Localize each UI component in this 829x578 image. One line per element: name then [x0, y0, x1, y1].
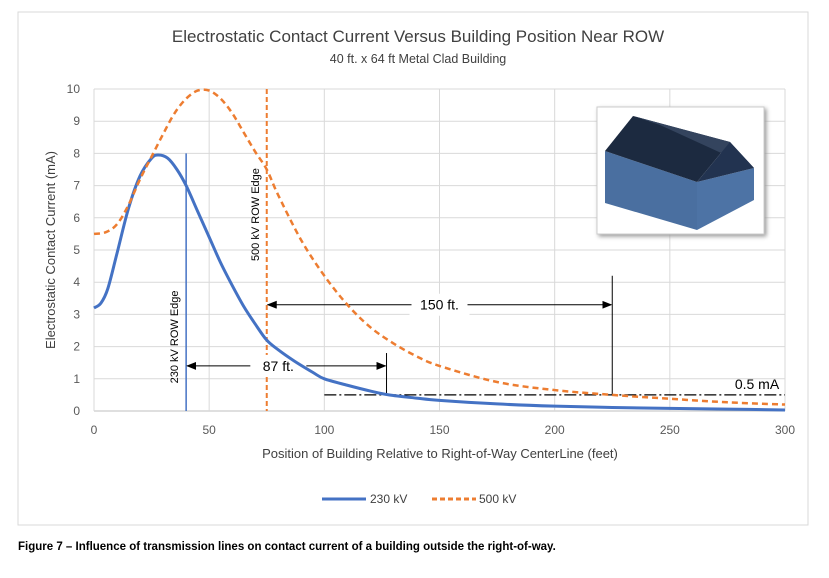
y-tick-label: 5 — [73, 243, 80, 257]
series-line-230kv — [93, 153, 786, 412]
y-tick-label: 2 — [73, 340, 80, 354]
x-tick-label: 300 — [775, 423, 795, 437]
x-tick-label: 100 — [314, 423, 334, 437]
y-tick-label: 0 — [73, 404, 80, 418]
x-tick-label: 150 — [429, 423, 449, 437]
legend: 230 kV 500 kV — [322, 492, 516, 506]
chart-border — [17, 11, 809, 526]
building-image — [596, 106, 765, 235]
x-axis-label: Position of Building Relative to Right-o… — [262, 446, 618, 461]
x-tick-label: 50 — [202, 423, 216, 437]
y-tick-label: 8 — [73, 146, 80, 160]
legend-label-500kv: 500 kV — [479, 492, 516, 506]
row-edge-230kv-label: 230 kV ROW Edge — [169, 290, 181, 383]
x-tick-label: 200 — [545, 423, 565, 437]
dist-150-label: 150 ft. — [420, 297, 459, 313]
row-edge-500kv-label: 500 kV ROW Edge — [250, 168, 262, 261]
y-tick-label: 1 — [73, 372, 80, 386]
legend-label-230kv: 230 kV — [370, 492, 407, 506]
x-tick-label: 0 — [91, 423, 98, 437]
dist-87-label: 87 ft. — [263, 358, 294, 374]
threshold-label: 0.5 mA — [735, 376, 780, 392]
y-axis-label: Electrostatic Contact Current (mA) — [43, 151, 58, 349]
series-line-500kv — [93, 88, 786, 406]
y-tick-label: 7 — [73, 179, 80, 193]
y-tick-label: 10 — [67, 82, 81, 96]
y-tick-label: 3 — [73, 307, 80, 321]
dist-150-label-bg — [409, 293, 470, 316]
chart-title: Electrostatic Contact Current Versus Bui… — [172, 27, 664, 46]
y-tick-label: 4 — [73, 275, 80, 289]
x-tick-label: 250 — [660, 423, 680, 437]
figure-caption: Figure 7 – Influence of transmission lin… — [18, 541, 556, 553]
y-tick-label: 9 — [73, 114, 80, 128]
chart-subtitle: 40 ft. x 64 ft Metal Clad Building — [330, 52, 507, 66]
y-tick-label: 6 — [73, 211, 80, 225]
